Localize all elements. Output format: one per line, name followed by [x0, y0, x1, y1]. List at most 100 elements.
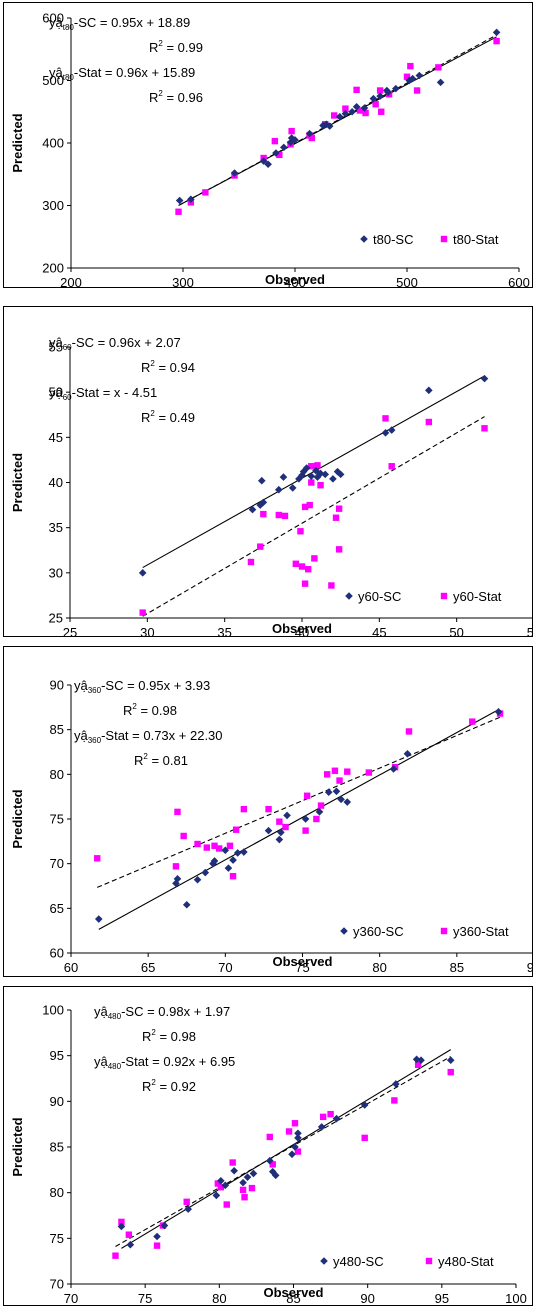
y-tick-label: 85	[50, 1140, 64, 1155]
t80-Stat-point	[407, 62, 414, 70]
y360-SC-point	[337, 795, 345, 804]
y60-SC-point	[321, 470, 329, 479]
y360-SC-point	[301, 815, 310, 823]
y60-Stat-point	[301, 580, 309, 587]
y360-SC-point	[403, 749, 412, 758]
x-tick-label: 200	[60, 275, 82, 288]
y360-SC-point	[233, 849, 242, 857]
y60-SC-point	[307, 472, 316, 480]
y480-Stat-point	[291, 1120, 299, 1127]
y-tick-label: 95	[50, 1048, 64, 1063]
y480-SC-legend-label: y480-SC	[333, 1254, 384, 1269]
y360-Stat-point	[282, 823, 289, 831]
y60-SC-point	[312, 466, 320, 475]
y60-SC-legend-label: y60-SC	[358, 589, 401, 604]
t80-Stat-point	[342, 105, 349, 112]
y360-Stat-legend-marker	[440, 927, 448, 935]
x-tick-label: 90	[527, 960, 533, 975]
t80-SC-point	[175, 196, 184, 205]
chart-panel-t80: 200 300 400 500 600 200 300 400 500 600 Observed Pr…	[3, 2, 533, 288]
t80-Stat-point	[376, 87, 384, 94]
y480-Stat-point	[217, 1183, 225, 1191]
y60-Stat-points	[139, 415, 488, 616]
y60-Stat-point	[297, 528, 304, 535]
y-tick-label: 45	[49, 430, 63, 445]
y60-SC-point	[316, 469, 325, 478]
y480-Stat-points	[112, 1061, 454, 1259]
t80-Stat-legend-marker	[440, 235, 448, 243]
t80-Stat-point	[202, 189, 209, 196]
r-squared-label: R2 = 0.96	[149, 89, 203, 105]
chart-svg-y360: 60 65 70 75 80 85 90 60 65 70 75 80 85 90 Observed Pred…	[10, 678, 533, 975]
x-tick-label: 80	[212, 1291, 226, 1306]
y60-Stat-point	[335, 505, 343, 512]
y480-Stat-trendline	[115, 1056, 452, 1247]
y360-Stat-point	[211, 842, 218, 849]
regression-equation: yậ480-SC = 0.98x + 1.97	[94, 1004, 230, 1021]
regression-equation: yậ480-Stat = 0.92x + 6.95	[94, 1054, 235, 1071]
y360-Stat-point	[317, 802, 325, 809]
r-squared-label: R2 = 0.92	[142, 1078, 196, 1094]
t80-SC-trendline	[179, 36, 497, 206]
y60-Stat-point	[298, 563, 306, 570]
y360-SC-point	[94, 915, 103, 923]
y480-Stat-point	[118, 1218, 125, 1226]
y480-Stat-point	[269, 1161, 276, 1168]
y60-Stat-point	[292, 560, 300, 567]
y360-SC-point	[494, 708, 503, 716]
y-tick-label: 60	[50, 946, 64, 961]
t80-SC-point	[376, 92, 384, 100]
t80-SC-point	[272, 149, 280, 157]
t80-Stat-trendline	[178, 34, 497, 206]
y60-SC-point	[298, 471, 306, 480]
x-tick-label: 75	[295, 960, 309, 975]
y360-Stat-point	[344, 768, 351, 775]
y480-SC-point	[288, 1150, 296, 1159]
y60-SC-point	[336, 470, 345, 479]
regression-equation: yậ60-SC = 0.96x + 2.07	[49, 335, 181, 352]
y60-Stat-point	[332, 514, 340, 521]
y480-Stat-point	[266, 1133, 273, 1141]
y-tick-label: 80	[50, 767, 64, 782]
y60-Stat-point	[481, 425, 488, 432]
y480-Stat-point	[125, 1231, 133, 1238]
y-tick-label: 55	[49, 340, 63, 355]
y480-Stat-point	[447, 1068, 454, 1076]
y360-Stat-point	[215, 845, 223, 852]
y480-SC-point	[217, 1176, 225, 1185]
r-squared-label: R2 = 0.49	[141, 409, 195, 425]
y360-SC-point	[324, 788, 333, 796]
y360-Stat-legend-label: y360-Stat	[453, 924, 509, 939]
t80-Stat-point	[378, 108, 385, 115]
y-axis-label: Predicted	[10, 789, 25, 848]
y360-Stat-point	[469, 718, 476, 725]
y60-Stat-point	[257, 543, 264, 550]
y360-Stat-point	[232, 826, 240, 833]
y60-Stat-point	[301, 503, 309, 511]
t80-Stat-point	[288, 127, 295, 135]
y-tick-label: 75	[50, 1231, 64, 1246]
x-tick-label: 600	[508, 275, 530, 288]
y360-Stat-trendline	[97, 716, 501, 888]
t80-SC-point	[286, 138, 295, 147]
y360-SC-point	[229, 856, 237, 864]
x-tick-label: 500	[396, 275, 418, 288]
x-tick-label: 90	[360, 1291, 374, 1306]
t80-SC-point	[230, 169, 239, 177]
y480-Stat-point	[112, 1252, 119, 1259]
t80-Stat-point	[493, 37, 500, 45]
y480-Stat-point	[248, 1184, 256, 1192]
y-tick-label: 500	[42, 73, 64, 88]
y-tick-label: 300	[42, 198, 64, 213]
t80-SC-legend-label: t80-SC	[373, 232, 413, 247]
t80-SC-point	[369, 94, 378, 103]
y360-Stat-point	[303, 792, 311, 799]
y360-Stat-point	[331, 767, 339, 774]
y60-SC-point	[299, 467, 308, 476]
y480-Stat-point	[223, 1201, 230, 1208]
y360-Stat-point	[323, 771, 331, 778]
t80-SC-point	[348, 107, 356, 116]
y60-SC-point	[425, 386, 433, 395]
y360-Stat-point	[405, 728, 413, 735]
y360-Stat-points	[94, 710, 504, 880]
